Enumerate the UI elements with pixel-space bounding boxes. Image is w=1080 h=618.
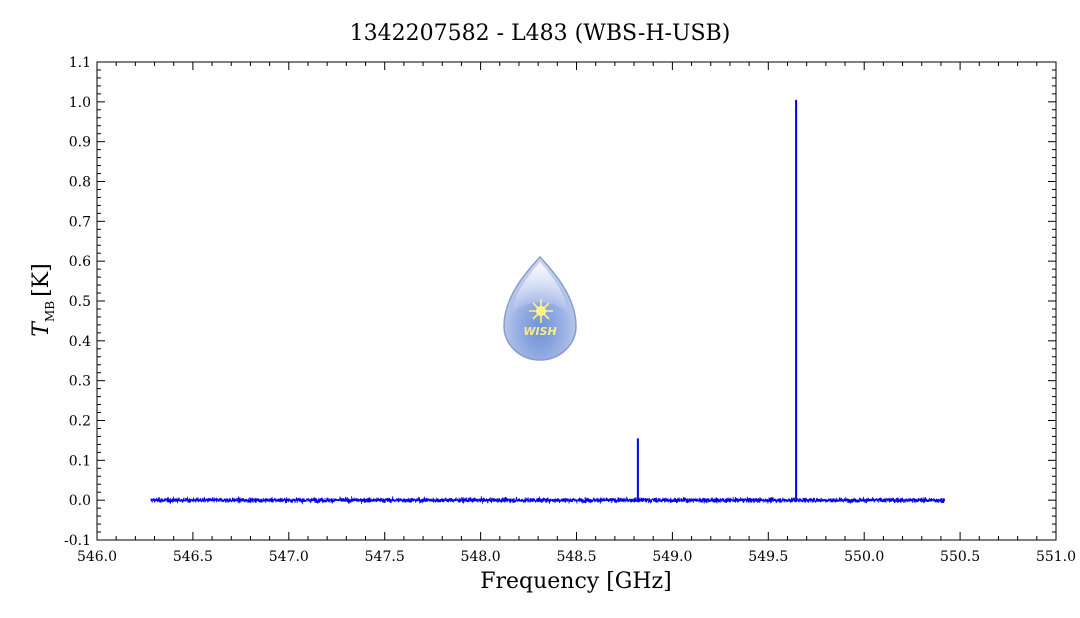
- logo-text: WISH: [523, 325, 556, 338]
- x-tick-label: 546.5: [173, 549, 213, 565]
- y-tick-label: 0.1: [69, 453, 91, 469]
- x-tick-label: 550.0: [844, 549, 884, 565]
- y-tick-label: 0.8: [69, 175, 91, 191]
- wish-logo: WISH: [503, 255, 577, 361]
- y-tick-label: 0.7: [69, 214, 91, 230]
- plot-area: [150, 99, 946, 505]
- chart-title: 1342207582 - L483 (WBS-H-USB): [350, 21, 731, 46]
- x-tick-label: 551.0: [1036, 549, 1076, 565]
- y-axis-label: TMB [K]: [29, 263, 57, 336]
- x-tick-label: 548.0: [461, 549, 501, 565]
- y-axis-label-symbol: T: [29, 320, 54, 337]
- y-tick-label: 0.9: [69, 135, 91, 151]
- y-tick-label: 0.0: [69, 493, 91, 509]
- star-icon: [529, 299, 553, 323]
- y-axis-label-subscript: MB: [43, 301, 57, 322]
- y-tick-label: 0.6: [69, 254, 91, 270]
- axis-ticks: [96, 61, 1057, 541]
- axes-frame: [96, 61, 1057, 541]
- y-tick-labels: -0.1 0.0 0.1 0.2 0.3 0.4 0.5 0.6 0.7 0.8 0.9 1.0 1.1: [64, 55, 91, 549]
- x-tick-labels: 546.0 546.5 547.0 547.5 548.0 548.5 549.0 549.5…: [77, 549, 1076, 565]
- y-tick-label: -0.1: [64, 533, 91, 549]
- y-tick-label: 1.1: [69, 55, 91, 71]
- x-tick-label: 547.5: [365, 549, 405, 565]
- svg-text:TMB[K]: TMB [K]: [29, 263, 57, 336]
- y-tick-label: 1.0: [69, 95, 91, 111]
- x-tick-label: 550.5: [940, 549, 980, 565]
- x-tick-label: 547.0: [269, 549, 309, 565]
- spectrum-series-line: [150, 495, 946, 505]
- x-tick-label: 546.0: [77, 549, 117, 565]
- y-tick-label: 0.3: [69, 374, 91, 390]
- x-tick-label: 548.5: [556, 549, 596, 565]
- x-tick-label: 549.5: [748, 549, 788, 565]
- y-axis-label-unit: [K]: [29, 263, 54, 297]
- y-tick-label: 0.2: [69, 414, 91, 430]
- y-tick-label: 0.4: [69, 334, 91, 350]
- x-tick-label: 549.0: [652, 549, 692, 565]
- x-axis-label: Frequency [GHz]: [480, 569, 672, 594]
- y-tick-label: 0.5: [69, 294, 91, 310]
